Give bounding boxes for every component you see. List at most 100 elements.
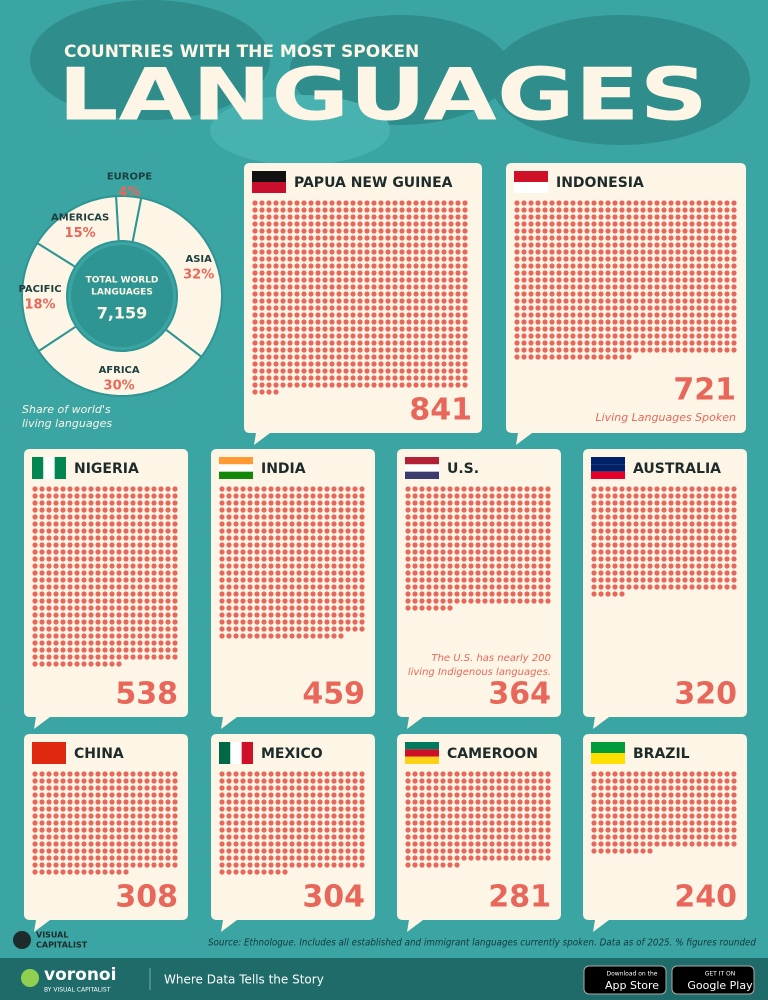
flag bbox=[219, 742, 231, 764]
value-bg bbox=[665, 675, 741, 715]
waffle bbox=[32, 771, 178, 875]
note: living Indigenous languages. bbox=[408, 667, 551, 678]
store-big: Google Play bbox=[687, 979, 753, 992]
value-bg bbox=[293, 878, 369, 918]
value-bg bbox=[293, 675, 369, 715]
flag bbox=[591, 753, 625, 764]
country-name: INDONESIA bbox=[556, 175, 644, 191]
donut-center bbox=[71, 245, 173, 347]
flag bbox=[405, 742, 439, 750]
value-bg bbox=[106, 675, 182, 715]
value-bg bbox=[665, 878, 741, 918]
flag bbox=[405, 464, 439, 472]
flag bbox=[32, 742, 49, 764]
flag bbox=[219, 457, 253, 465]
logo-text: VISUAL bbox=[36, 931, 68, 940]
flag bbox=[405, 471, 439, 479]
value-label: 721 bbox=[673, 373, 736, 408]
flag bbox=[252, 182, 286, 193]
logo-icon bbox=[13, 931, 31, 949]
value-bg bbox=[400, 391, 476, 431]
flag bbox=[219, 464, 253, 472]
donut-segment bbox=[131, 196, 223, 359]
waffle bbox=[591, 771, 737, 854]
value-bg bbox=[479, 675, 555, 715]
waffle bbox=[405, 771, 551, 868]
waffle bbox=[405, 486, 551, 611]
value-label: 364 bbox=[488, 677, 551, 712]
value-label: 841 bbox=[409, 393, 472, 428]
tagline: Where Data Tells the Story bbox=[164, 973, 324, 987]
segment-label: AMERICAS bbox=[51, 212, 109, 223]
value-label: 538 bbox=[115, 677, 178, 712]
center-label: LANGUAGES bbox=[91, 288, 153, 298]
country-name: INDIA bbox=[261, 461, 306, 477]
waffle bbox=[219, 486, 365, 639]
segment-value: 30% bbox=[104, 378, 135, 393]
country-name: CHINA bbox=[74, 746, 124, 762]
segment-label: EUROPE bbox=[107, 171, 152, 182]
store-small: GET IT ON bbox=[705, 971, 736, 978]
store-button[interactable] bbox=[671, 965, 755, 995]
flag bbox=[405, 756, 439, 764]
waffle bbox=[252, 200, 468, 395]
flag bbox=[54, 457, 66, 479]
flag bbox=[32, 457, 44, 479]
value-label: 304 bbox=[302, 880, 365, 915]
waffle bbox=[591, 486, 737, 597]
flag bbox=[591, 457, 625, 465]
kicker: COUNTRIES WITH THE MOST SPOKEN bbox=[64, 42, 419, 62]
bubble bbox=[290, 15, 510, 125]
waffle bbox=[514, 200, 737, 360]
flag bbox=[591, 742, 625, 753]
flag bbox=[252, 171, 286, 182]
flag bbox=[591, 471, 625, 479]
bubble bbox=[210, 95, 390, 165]
segment-value: 18% bbox=[24, 298, 55, 313]
note: The U.S. has nearly 200 bbox=[431, 653, 551, 664]
donut-note: living languages bbox=[22, 417, 112, 430]
donut-segment bbox=[35, 195, 120, 269]
country-name: U.S. bbox=[447, 461, 479, 477]
flag bbox=[49, 742, 66, 764]
waffle bbox=[219, 771, 365, 875]
title: LANGUAGES bbox=[58, 53, 708, 137]
segment-label: AFRICA bbox=[99, 365, 140, 376]
store-small: Download on the bbox=[607, 971, 658, 978]
flag bbox=[405, 457, 439, 465]
store-button[interactable] bbox=[583, 965, 667, 995]
segment-value: 15% bbox=[65, 226, 96, 241]
value-label: 459 bbox=[302, 677, 365, 712]
bubble bbox=[30, 0, 270, 120]
value-bg bbox=[106, 878, 182, 918]
logo-text: CAPITALIST bbox=[36, 941, 88, 950]
unit-label: Living Languages Spoken bbox=[595, 411, 736, 424]
note-bg bbox=[417, 665, 555, 679]
value-label: 320 bbox=[674, 677, 737, 712]
source: Source: Ethnologue. Includes all establi… bbox=[208, 938, 757, 949]
value-bg bbox=[479, 878, 555, 918]
bubble bbox=[490, 15, 750, 145]
center-label: TOTAL WORLD bbox=[86, 276, 159, 286]
country-name: CAMEROON bbox=[447, 746, 538, 762]
unit-bg bbox=[596, 409, 740, 425]
flag bbox=[230, 742, 242, 764]
country-name: AUSTRALIA bbox=[633, 461, 721, 477]
flag bbox=[43, 457, 55, 479]
note-bg bbox=[417, 651, 555, 665]
brand-sub: BY VISUAL CAPITALIST bbox=[44, 987, 111, 994]
decor-bubbles bbox=[30, 0, 750, 165]
country-name: PAPUA NEW GUINEA bbox=[294, 175, 453, 191]
value-label: 281 bbox=[488, 880, 551, 915]
brand-icon bbox=[21, 969, 39, 987]
value-label: 240 bbox=[674, 880, 737, 915]
brand: voronoi bbox=[44, 965, 116, 985]
country-name: MEXICO bbox=[261, 746, 323, 762]
value-bg bbox=[664, 371, 740, 411]
flag bbox=[514, 171, 548, 182]
segment-value: 4% bbox=[118, 185, 140, 200]
country-name: NIGERIA bbox=[74, 461, 139, 477]
segment-value: 32% bbox=[183, 268, 214, 283]
